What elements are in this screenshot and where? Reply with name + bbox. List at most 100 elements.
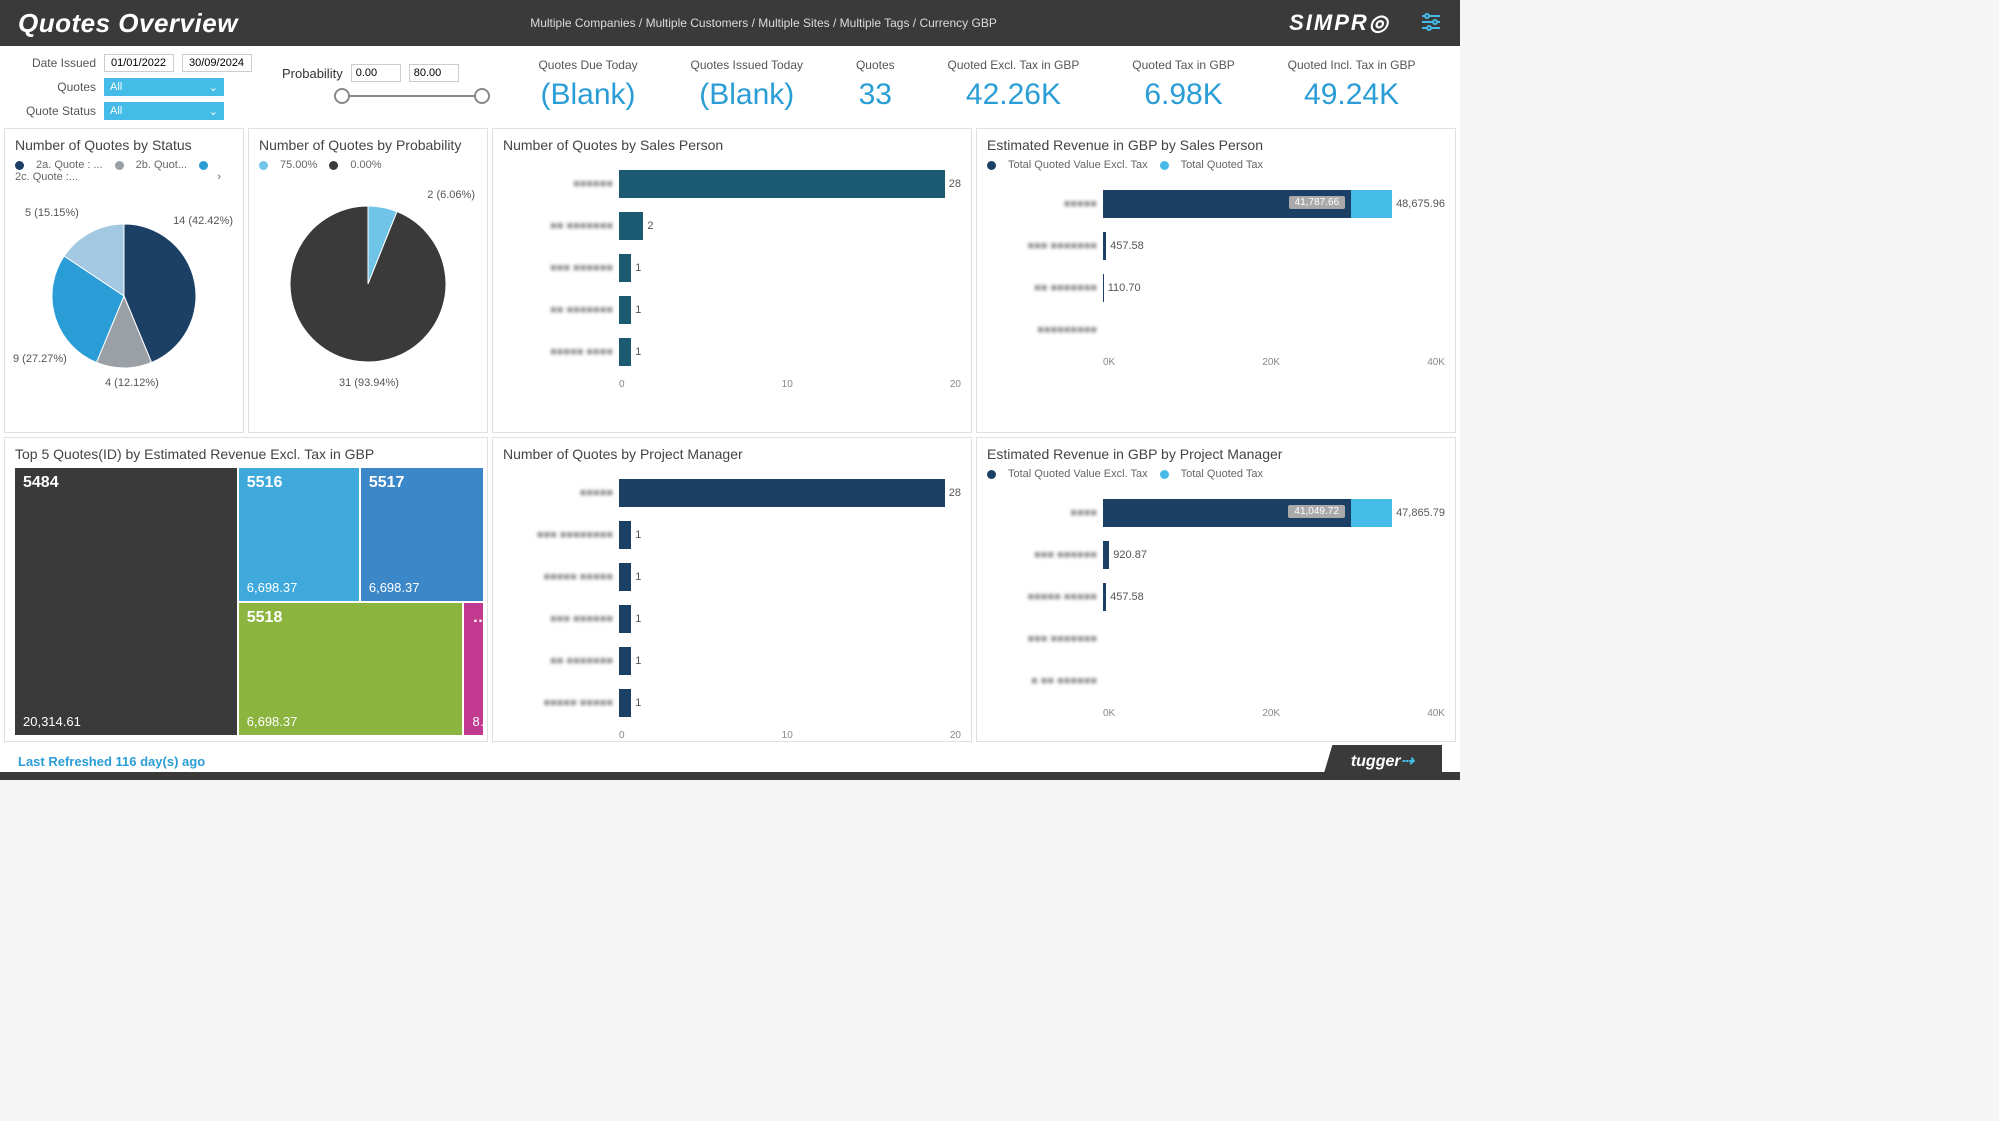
bar-category: ■■■■■ [987, 198, 1097, 210]
prob-min-input[interactable] [351, 64, 401, 82]
bar[interactable] [619, 338, 631, 366]
bar-category: ■■■■■ ■■■■■ [503, 571, 613, 583]
bar[interactable] [619, 689, 631, 717]
quote-id: 5484 [23, 474, 229, 492]
quote-revenue: 6,698.37 [247, 580, 298, 595]
treemap-cell[interactable]: 548420,314.61 [15, 468, 237, 735]
probability-filter: Probability [282, 54, 482, 104]
kpi-value: (Blank) [691, 78, 804, 112]
bar-category: ■■■■■ ■■■■■ [503, 697, 613, 709]
bar-category: ■■ ■■■■■■■ [503, 220, 613, 232]
bar-category: ■■ ■■■■■■■ [503, 304, 613, 316]
panel-revenue-by-salesperson: Estimated Revenue in GBP by Sales Person… [976, 128, 1456, 433]
treemap-chart[interactable]: 548420,314.6155166,698.3755176,698.37551… [15, 468, 477, 733]
brand-logo: SIMPR◎ [1289, 10, 1390, 36]
date-issued-filter: Date Issued [18, 54, 252, 72]
chart-quotes-by-pm[interactable]: ■■■■■ 28■■■ ■■■■■■■■ 1■■■■■ ■■■■■ 1■■■ ■… [503, 468, 961, 742]
bar-excl[interactable] [1103, 274, 1104, 302]
bar[interactable] [619, 296, 631, 324]
bar-excl[interactable]: 41,787.66 [1103, 190, 1351, 218]
chart-revenue-by-salesperson[interactable]: ■■■■■41,787.6648,675.96■■■ ■■■■■■■457.58… [987, 179, 1445, 372]
treemap-cell[interactable]: …8… [464, 603, 482, 736]
bar[interactable] [619, 563, 631, 591]
last-refreshed: Last Refreshed 116 day(s) ago [18, 754, 205, 769]
kpi-card: Quoted Excl. Tax in GBP42.26K [948, 58, 1080, 112]
probability-slider[interactable] [342, 88, 482, 104]
kpi-value: 49.24K [1288, 78, 1416, 112]
bar-value: 1 [635, 613, 641, 625]
quote-id: 5516 [247, 474, 351, 492]
bar-tax[interactable] [1351, 190, 1392, 218]
date-issued-label: Date Issued [18, 56, 96, 70]
kpi-label: Quoted Tax in GBP [1132, 58, 1235, 72]
slider-thumb-max[interactable] [474, 88, 490, 104]
quote-revenue: 6,698.37 [247, 714, 298, 729]
chart-grid: Number of Quotes by Status 2a. Quote : .… [0, 124, 1460, 746]
quotes-filter-label: Quotes [18, 80, 96, 94]
panel-top5-quotes-treemap: Top 5 Quotes(ID) by Estimated Revenue Ex… [4, 437, 488, 742]
treemap-cell[interactable]: 5517 6,698.37 [361, 468, 483, 601]
treemap-cell[interactable]: 55186,698.37 [239, 603, 463, 736]
slider-thumb-min[interactable] [334, 88, 350, 104]
kpi-card: Quotes33 [856, 58, 895, 112]
quotes-dropdown[interactable]: All ⌄ [104, 78, 224, 96]
panel-quotes-by-pm: Number of Quotes by Project Manager ■■■■… [492, 437, 972, 742]
chart-quotes-by-salesperson[interactable]: ■■■■■■ 28■■ ■■■■■■■ 2■■■ ■■■■■■ 1■■ ■■■■… [503, 159, 961, 394]
kpi-value: 33 [856, 78, 895, 112]
settings-icon[interactable] [1420, 11, 1442, 36]
bar-category: ■■■ ■■■■■■ [987, 549, 1097, 561]
bar-excl[interactable] [1103, 583, 1106, 611]
bar-category: ■■ ■■■■■■■ [503, 655, 613, 667]
bar-excl[interactable] [1103, 541, 1109, 569]
bar-value: 2 [647, 220, 653, 232]
bar-tax[interactable] [1351, 499, 1392, 527]
status-dropdown[interactable]: All ⌄ [104, 102, 224, 120]
bar-value: 47,865.79 [1396, 507, 1445, 519]
treemap-cell[interactable]: 5516 6,698.37 [239, 468, 359, 601]
bar[interactable] [619, 521, 631, 549]
date-from-input[interactable] [104, 54, 174, 72]
bar-value: 457.58 [1110, 240, 1144, 252]
bar[interactable] [619, 212, 643, 240]
date-to-input[interactable] [182, 54, 252, 72]
bar-value: 1 [635, 529, 641, 541]
bar-excl[interactable]: 41,049.72 [1103, 499, 1351, 527]
bar[interactable] [619, 479, 945, 507]
kpi-value: (Blank) [538, 78, 637, 112]
bar[interactable] [619, 647, 631, 675]
quote-id: 5517 [369, 474, 475, 492]
target-icon: ◎ [1369, 10, 1390, 35]
bar-category: ■■■ ■■■■■■ [503, 613, 613, 625]
prob-max-input[interactable] [409, 64, 459, 82]
kpi-card: Quotes Issued Today (Blank) [691, 58, 804, 112]
panel-title: Number of Quotes by Project Manager [503, 446, 961, 462]
chart-revenue-by-pm[interactable]: ■■■■41,049.7247,865.79■■■ ■■■■■■920.87■■… [987, 488, 1445, 723]
bar-value: 28 [949, 178, 961, 190]
pie-status-chart[interactable]: 14 (42.42%) 4 (12.12%) 9 (27.27%) 5 (15.… [15, 191, 233, 401]
kpi-value: 6.98K [1132, 78, 1235, 112]
bar[interactable] [619, 170, 945, 198]
page-title: Quotes Overview [18, 8, 238, 39]
kpi-label: Quotes Issued Today [691, 58, 804, 72]
bar[interactable] [619, 254, 631, 282]
kpi-card: Quotes Due Today (Blank) [538, 58, 637, 112]
legend-status: 2a. Quote : ...2b. Quot...2c. Quote :...… [15, 159, 233, 183]
quote-revenue: 6,698.37 [369, 580, 420, 595]
panel-title: Estimated Revenue in GBP by Sales Person [987, 137, 1445, 153]
legend-rev-pm: Total Quoted Value Excl. TaxTotal Quoted… [987, 468, 1445, 480]
pie-prob-chart[interactable]: 2 (6.06%) 31 (93.94%) [259, 179, 477, 389]
kpi-label: Quoted Excl. Tax in GBP [948, 58, 1080, 72]
bar-value: 110.70 [1108, 282, 1141, 294]
bar[interactable] [619, 605, 631, 633]
status-filter-label: Quote Status [18, 104, 96, 118]
bar-excl[interactable] [1103, 232, 1106, 260]
dashboard: Quotes Overview Multiple Companies / Mul… [0, 0, 1460, 780]
panel-title: Number of Quotes by Sales Person [503, 137, 961, 153]
kpi-label: Quotes Due Today [538, 58, 637, 72]
kpi-label: Quoted Incl. Tax in GBP [1288, 58, 1416, 72]
status-filter: Quote Status All ⌄ [18, 102, 252, 120]
bar-category: ■■■ ■■■■■■■■ [503, 529, 613, 541]
bar-category: ■■■■■■■■■ [987, 324, 1097, 336]
bar-category: ■■■■■■ [503, 178, 613, 190]
bar-category: ■■■ ■■■■■■ [503, 262, 613, 274]
